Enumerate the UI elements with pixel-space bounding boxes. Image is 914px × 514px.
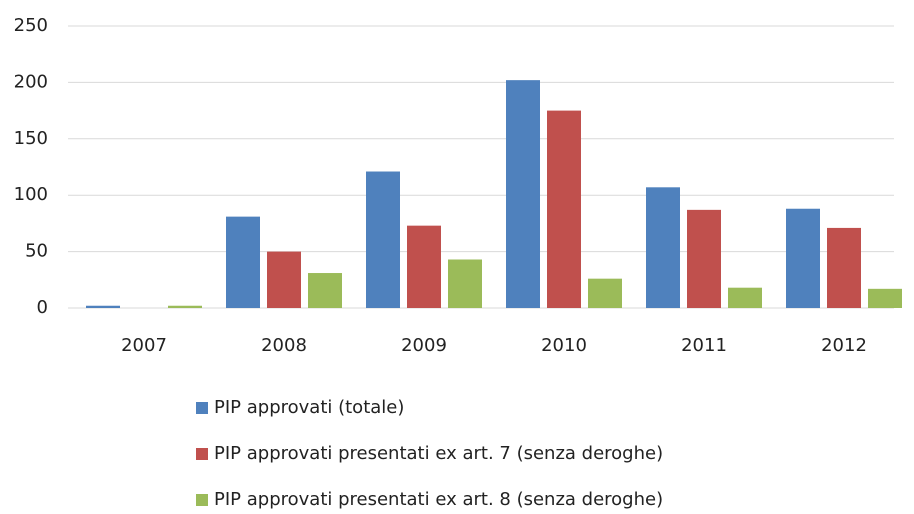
legend-label: PIP approvati presentati ex art. 8 (senz… <box>214 489 663 510</box>
bar <box>646 187 680 308</box>
x-tick-label: 2010 <box>541 335 587 356</box>
bar <box>687 209 721 308</box>
y-tick-label: 150 <box>14 128 48 149</box>
legend-swatch <box>196 448 208 460</box>
legend-swatch <box>196 494 208 506</box>
bar <box>448 259 482 308</box>
bar <box>366 171 400 308</box>
bar <box>168 305 202 308</box>
legend-label: PIP approvati (totale) <box>214 397 404 418</box>
legend-label: PIP approvati presentati ex art. 7 (senz… <box>214 443 663 464</box>
x-tick-label: 2009 <box>401 335 447 356</box>
bar <box>547 110 581 308</box>
bar <box>506 80 540 308</box>
bar <box>827 227 861 308</box>
x-tick-label: 2012 <box>821 335 867 356</box>
x-tick-label: 2008 <box>261 335 307 356</box>
y-tick-label: 200 <box>14 71 48 92</box>
bar <box>407 225 441 308</box>
bar <box>226 216 260 308</box>
bar <box>308 273 342 308</box>
x-tick-label: 2007 <box>121 335 167 356</box>
bar <box>786 208 820 308</box>
y-tick-label: 0 <box>37 297 48 318</box>
bar <box>267 251 301 308</box>
y-tick-label: 250 <box>14 15 48 36</box>
bar <box>868 288 902 308</box>
bar <box>86 305 120 308</box>
bar <box>728 287 762 308</box>
bar <box>588 278 622 308</box>
y-tick-label: 100 <box>14 184 48 205</box>
legend-swatch <box>196 402 208 414</box>
x-tick-label: 2011 <box>681 335 727 356</box>
y-tick-label: 50 <box>25 241 48 262</box>
